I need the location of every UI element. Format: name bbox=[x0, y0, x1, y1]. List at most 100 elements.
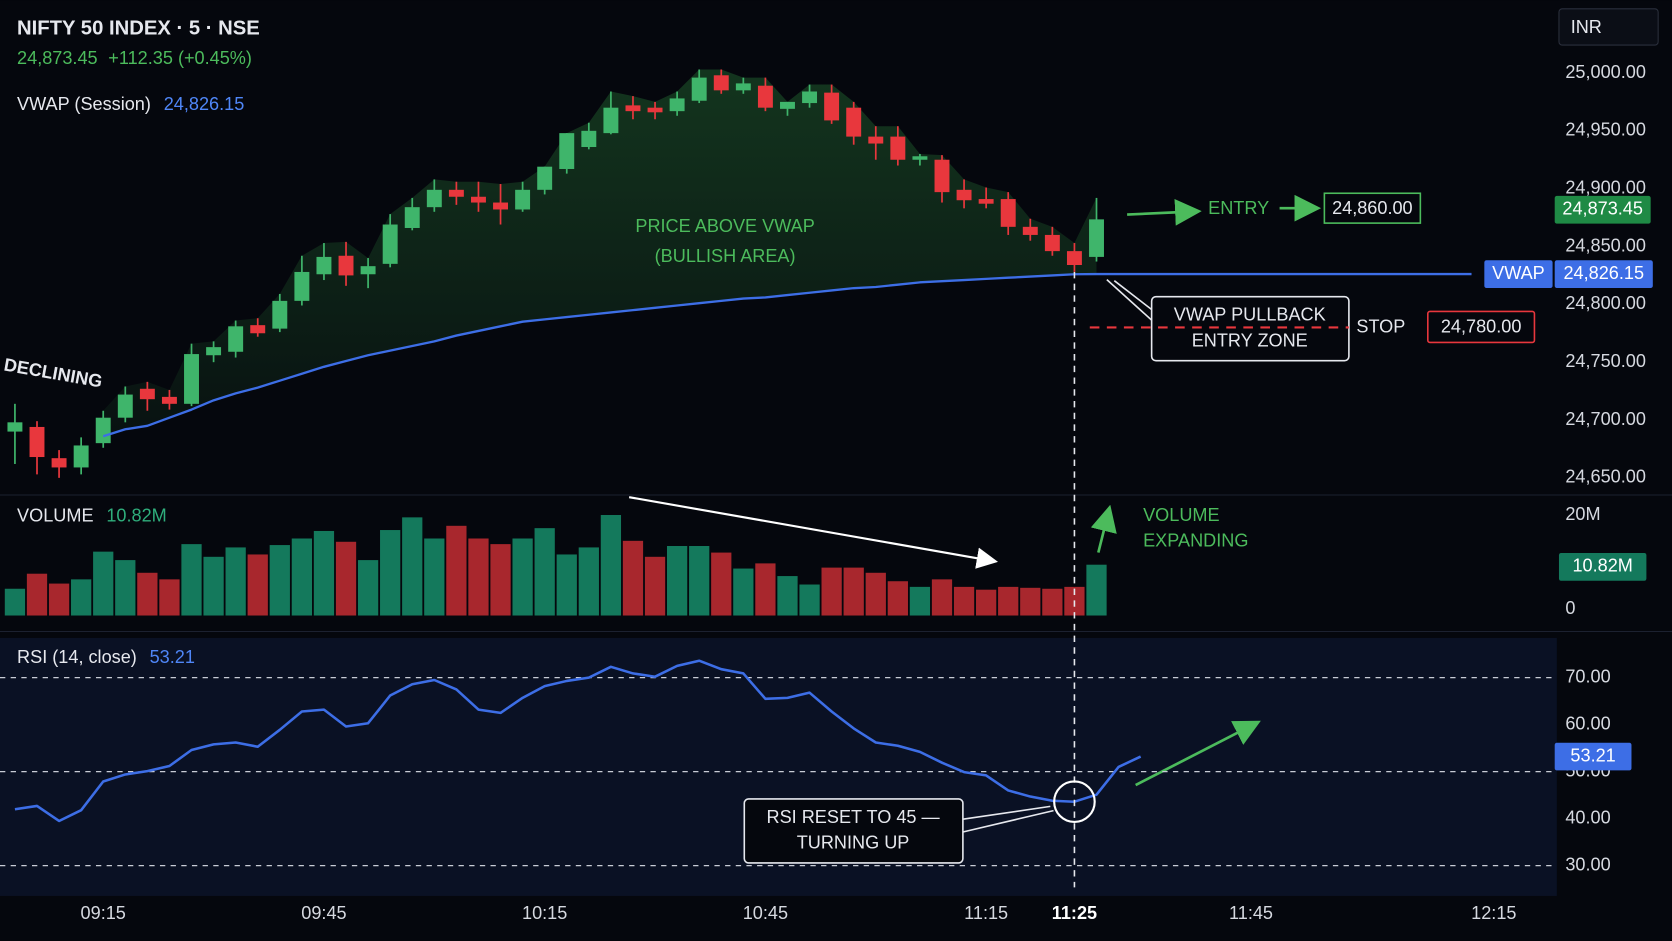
candle-body bbox=[515, 189, 531, 210]
rsi-pointer bbox=[962, 805, 1051, 820]
volume-bar bbox=[976, 589, 997, 616]
area-label: (BULLISH AREA) bbox=[655, 246, 796, 266]
candle-body bbox=[316, 256, 332, 275]
volume-bar bbox=[578, 547, 599, 616]
volume-bar bbox=[711, 552, 732, 616]
candle-body bbox=[272, 300, 288, 329]
candle-body bbox=[1022, 226, 1038, 235]
vwap-value-badge-box bbox=[1554, 260, 1653, 288]
volume-bar bbox=[115, 560, 136, 616]
zone-box bbox=[1150, 295, 1350, 362]
candle-body bbox=[1044, 234, 1060, 252]
vwap-badge-box bbox=[1484, 260, 1553, 288]
vwap-line bbox=[102, 272, 1097, 438]
volume-tick-label: 0 bbox=[1565, 598, 1575, 618]
vwap-value: 24,826.15 bbox=[164, 94, 245, 114]
zone-pointer bbox=[1106, 279, 1153, 321]
volume-bar bbox=[71, 579, 92, 616]
rsi-tick-label: 30.00 bbox=[1565, 854, 1610, 874]
volume-bar bbox=[821, 567, 842, 616]
candle-body bbox=[1066, 251, 1082, 266]
currency-box[interactable] bbox=[1558, 8, 1659, 46]
last-price-badge-box bbox=[1554, 195, 1651, 224]
candle-body bbox=[647, 107, 663, 113]
volume-bar bbox=[953, 586, 975, 616]
rsi-tick-label: 40.00 bbox=[1565, 807, 1610, 827]
candle-body bbox=[404, 207, 420, 228]
x-tick-label: 11:25 bbox=[1052, 903, 1097, 923]
vwap-value-badge: 24,826.15 bbox=[1563, 263, 1644, 283]
candle-body bbox=[603, 107, 619, 134]
stop-price: 24,780.00 bbox=[1441, 316, 1522, 336]
volume-bar bbox=[93, 551, 114, 616]
candle-body bbox=[360, 266, 376, 275]
volume-bar bbox=[644, 556, 666, 616]
volume-bar bbox=[203, 556, 224, 616]
volume-bar bbox=[1020, 587, 1041, 616]
volume-bar bbox=[600, 515, 622, 616]
candle-body bbox=[184, 354, 199, 404]
rsi-arrow bbox=[1135, 720, 1261, 787]
candle-body bbox=[493, 202, 508, 210]
volume-bar bbox=[1042, 588, 1063, 616]
zone-pointer bbox=[1113, 280, 1153, 311]
volume-bar bbox=[865, 572, 886, 616]
y-tick-label: 24,900.00 bbox=[1565, 177, 1646, 197]
vwap-header: VWAP (Session) 24,826.15 bbox=[17, 94, 244, 114]
rsi-title: RSI (14, close) bbox=[17, 647, 137, 667]
zone-label: ENTRY ZONE bbox=[1192, 330, 1308, 350]
candle-body bbox=[117, 394, 133, 418]
y-tick-label: 24,850.00 bbox=[1565, 235, 1646, 255]
x-tick-label: 09:15 bbox=[81, 903, 126, 923]
rsi-line bbox=[14, 659, 1142, 823]
volume-bar bbox=[777, 576, 798, 616]
candle-body bbox=[338, 255, 354, 276]
volume-bar bbox=[446, 525, 467, 616]
volume-bar bbox=[887, 581, 908, 616]
x-tick-label: 12:15 bbox=[1471, 903, 1516, 923]
last-price: 24,873.45 bbox=[17, 48, 98, 68]
candle-body bbox=[294, 271, 310, 301]
entry-box bbox=[1323, 192, 1422, 224]
volume-bar bbox=[137, 572, 158, 616]
volume-bar bbox=[843, 567, 864, 616]
x-tick-label: 10:15 bbox=[522, 903, 567, 923]
volume-bar bbox=[402, 517, 423, 616]
volume-bar bbox=[291, 538, 313, 616]
rsi-header: RSI (14, close) 53.21 bbox=[17, 647, 195, 667]
y-tick-label: 25,000.00 bbox=[1565, 62, 1646, 82]
candle-body bbox=[868, 136, 884, 144]
volume-bar bbox=[931, 579, 953, 616]
volume-value: 10.82M bbox=[106, 505, 166, 525]
volume-bar bbox=[733, 568, 754, 616]
candle-body bbox=[382, 224, 398, 264]
x-tick-label: 11:45 bbox=[1229, 903, 1273, 923]
volume-bar bbox=[4, 588, 26, 616]
volume-bar bbox=[424, 538, 445, 616]
candle-body bbox=[73, 445, 89, 468]
entry-label: ENTRY bbox=[1208, 198, 1269, 218]
declining-arrow bbox=[628, 496, 999, 569]
candle-body bbox=[7, 422, 23, 432]
x-tick-label: 10:45 bbox=[743, 903, 788, 923]
volume-bar bbox=[335, 541, 357, 616]
rsi-highlight bbox=[1053, 780, 1096, 824]
rsi-callout-box bbox=[743, 798, 964, 864]
candle-body bbox=[802, 91, 818, 104]
candle-body bbox=[978, 199, 994, 204]
volume-bar bbox=[159, 579, 180, 616]
area-label: PRICE ABOVE VWAP bbox=[635, 216, 814, 236]
rsi-tick-label: 70.00 bbox=[1565, 666, 1610, 686]
y-tick-label: 24,650.00 bbox=[1565, 467, 1646, 487]
y-tick-label: 24,750.00 bbox=[1565, 351, 1646, 371]
candle-body bbox=[757, 85, 773, 108]
y-tick-label: 24,700.00 bbox=[1565, 409, 1646, 429]
volume-bar bbox=[556, 554, 577, 616]
candle-body bbox=[29, 426, 45, 458]
rsi-tick-label: 60.00 bbox=[1565, 713, 1610, 733]
stop-label: STOP bbox=[1356, 316, 1405, 336]
stop-box bbox=[1427, 310, 1536, 344]
title: NIFTY 50 INDEX · 5 · NSE bbox=[17, 17, 260, 39]
candle-body bbox=[581, 130, 597, 148]
